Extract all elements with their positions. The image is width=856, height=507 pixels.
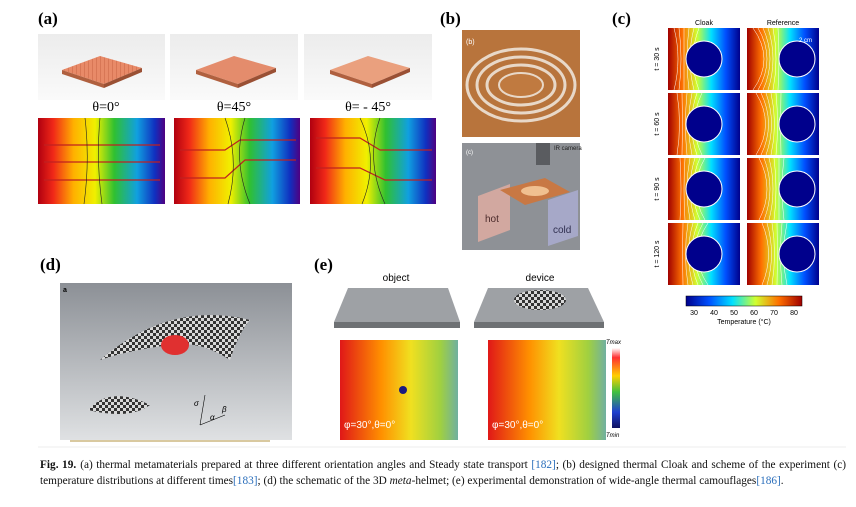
isotherm [771, 222, 775, 286]
cloak-photo [462, 30, 580, 137]
isotherm [760, 92, 769, 156]
citation-link[interactable]: [186] [756, 475, 781, 487]
hot-label: hot [485, 214, 499, 225]
tmin-label: Tmin [606, 433, 620, 439]
cloak-region [685, 40, 723, 78]
column-label: object [383, 273, 410, 284]
camouflage-images [334, 288, 620, 440]
reference-region [778, 170, 816, 208]
column-label: device [526, 273, 555, 284]
figure-label: Fig. 19. [40, 459, 77, 471]
condition-label: φ=30°,θ=0° [344, 420, 395, 431]
isotherm [768, 157, 774, 221]
isotherm [678, 27, 682, 91]
citation-link[interactable]: [183] [233, 475, 258, 487]
condition-label: φ=30°,θ=0° [492, 420, 543, 431]
isotherm [765, 92, 772, 156]
scale-label: 2 cm [799, 38, 812, 44]
column-label: Reference [767, 20, 799, 27]
sub-label: a [63, 287, 67, 294]
colorbar-tick-label: 60 [750, 310, 758, 317]
isotherm [682, 222, 684, 286]
reference-region [778, 235, 816, 273]
colorbar-label: Temperature (°C) [717, 318, 771, 326]
camera-label: IR camera [554, 146, 582, 152]
colorbar-tick-label: 40 [710, 310, 718, 317]
column-label: Cloak [695, 20, 713, 27]
caption-text: ; (b) designed thermal Cloak and scheme … [40, 459, 846, 487]
figure: (a) θ=0° θ=45° θ= - 45° (b) (b) [38, 9, 846, 448]
thermal-maps [38, 117, 436, 205]
citation-link[interactable]: [182] [531, 459, 556, 471]
time-maps [668, 27, 819, 286]
angle-label: θ=45° [217, 100, 251, 115]
angle-symbol: β [221, 405, 227, 414]
cloak-region [685, 235, 723, 273]
colorbar-tick-label: 50 [730, 310, 738, 317]
sub-label: (b) [466, 39, 475, 46]
isotherm [757, 27, 768, 91]
row-label: t = 120 s [654, 240, 661, 268]
reference-region [778, 105, 816, 143]
row-label: t = 30 s [654, 47, 661, 71]
angle-label: θ=0° [92, 100, 119, 115]
isotherm [679, 157, 682, 221]
isotherm [763, 157, 771, 221]
panel-label: (d) [40, 255, 61, 274]
setup-scene [462, 143, 580, 250]
isotherm [762, 27, 771, 91]
row-label: t = 60 s [654, 112, 661, 136]
cloak-region [685, 170, 723, 208]
angle-symbol: σ [194, 399, 200, 408]
figure-caption: Fig. 19. (a) thermal metamaterials prepar… [40, 457, 846, 489]
caption-text: -helmet; (e) experimental demonstration … [411, 475, 757, 487]
isotherm [755, 92, 766, 156]
colorbar [685, 295, 803, 307]
isotherm [770, 92, 775, 156]
isotherm [758, 157, 768, 221]
isotherm [766, 222, 772, 286]
isotherm [776, 222, 778, 286]
caption-text: . [780, 475, 784, 487]
angle-label: θ= - 45° [345, 100, 391, 115]
isotherm [773, 157, 777, 221]
colorbar-tick-label: 70 [770, 310, 778, 317]
colorbar-tick-label: 80 [790, 310, 798, 317]
panel-label: (b) [440, 9, 461, 28]
cloak-region [685, 105, 723, 143]
panel-label: (e) [314, 255, 333, 274]
angle-symbol: α [210, 413, 215, 422]
caption-text: (a) thermal metamaterials prepared at th… [80, 459, 532, 471]
caption-text: ; (d) the schematic of the 3D [257, 475, 390, 487]
plate-photos [38, 34, 432, 100]
reference-region [778, 40, 816, 78]
isotherm [761, 222, 769, 286]
sub-label: (c) [466, 150, 473, 156]
colorbar-ticks: 30 40 50 60 70 80 [690, 310, 798, 317]
panel-label: (a) [38, 9, 58, 28]
isotherm [676, 92, 680, 156]
isotherm [683, 157, 686, 221]
isotherm [772, 27, 777, 91]
isotherm [681, 92, 683, 156]
isotherm [775, 92, 778, 156]
isotherm [752, 27, 765, 91]
caption-text: meta [389, 475, 412, 487]
colorbar-tick-label: 30 [690, 310, 698, 317]
tmax-label: Tmax [606, 340, 622, 346]
row-label: t = 90 s [654, 177, 661, 201]
isotherm [767, 27, 774, 91]
helmet-image [60, 283, 292, 442]
panel-label: (c) [612, 9, 631, 28]
cold-label: cold [553, 225, 571, 236]
isotherm [673, 27, 679, 91]
